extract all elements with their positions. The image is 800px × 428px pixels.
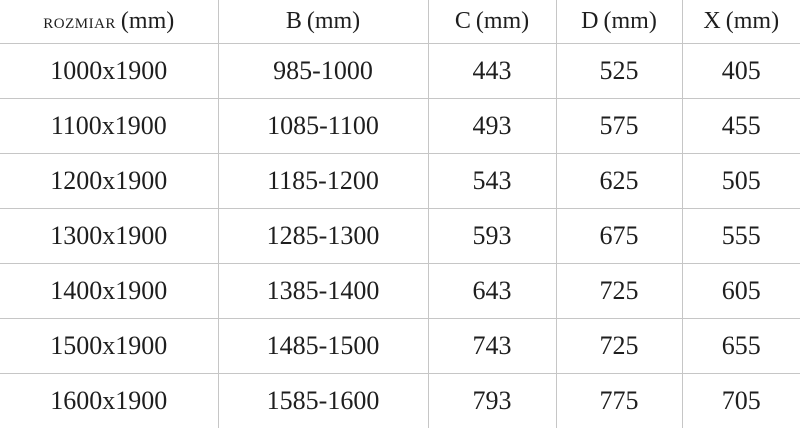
cell-c: 793	[428, 373, 557, 428]
cell-x: 705	[721, 385, 761, 415]
column-unit: (mm)	[603, 7, 657, 34]
table-row: 1500x1900 1485-1500 743 725 655	[0, 318, 800, 374]
column-unit: (mm)	[306, 7, 361, 34]
cell-rozmiar: 1000x1900	[0, 43, 219, 99]
cell-b: 1285-1300	[218, 208, 429, 264]
column-label: B	[285, 7, 302, 34]
column-unit: (mm)	[120, 7, 175, 34]
cell-d: 725	[556, 263, 683, 319]
cell-d: 625	[556, 153, 683, 209]
cell-rozmiar: 1100x1900	[0, 98, 219, 154]
table-row: 1200x1900 1185-1200 543 625 505	[0, 153, 800, 209]
cell-d: 725	[556, 318, 683, 374]
cell-c: 743	[428, 318, 557, 374]
column-header-c: C (mm)	[428, 0, 557, 44]
cell-x: 455	[682, 98, 800, 154]
column-label: ROZMIAR	[43, 15, 116, 32]
cell-rozmiar: 1500x1900	[0, 318, 219, 374]
cell-x: 505	[682, 153, 800, 209]
table-row: 1400x1900 1385-1400 643 725 605	[0, 263, 800, 319]
cell-d: 675	[556, 208, 683, 264]
cell-c: 593	[428, 208, 557, 264]
column-header-b: B (mm)	[218, 0, 429, 44]
cell-x: 555	[682, 208, 800, 264]
cell-rozmiar: 1600x1900	[0, 373, 219, 428]
cell-b: 1385-1400	[218, 263, 429, 319]
column-unit: (mm)	[725, 7, 780, 34]
column-label: D	[581, 7, 599, 34]
cell-c: 493	[428, 98, 557, 154]
table-row: 1000x1900 985-1000 443 525 405	[0, 43, 800, 99]
cell-b: 1085-1100	[218, 98, 429, 154]
column-unit: (mm)	[475, 7, 530, 34]
cell-c: 543	[428, 153, 557, 209]
column-label: X	[703, 7, 721, 34]
cell-x: 655	[682, 318, 800, 374]
table-row: 1600x1900 1585-1600 793 775 705	[0, 373, 800, 428]
table-header: ROZMIAR (mm) B (mm) C (mm) D (mm) X (mm)	[0, 0, 800, 44]
column-label: C	[454, 7, 471, 34]
table-body: 1000x1900 985-1000 443 525 405 1100x1900…	[0, 43, 800, 428]
table-row: 1300x1900 1285-1300 593 675 555	[0, 208, 800, 264]
cell-b: 985-1000	[218, 43, 429, 99]
column-header-x: X (mm)	[682, 0, 800, 44]
cell-b: 1185-1200	[218, 153, 429, 209]
header-row: ROZMIAR (mm) B (mm) C (mm) D (mm) X (mm)	[0, 0, 800, 44]
cell-d: 525	[556, 43, 683, 99]
cell-d: 575	[556, 98, 683, 154]
cell-c: 443	[428, 43, 557, 99]
cell-c: 643	[428, 263, 557, 319]
column-header-d: D (mm)	[556, 0, 683, 44]
cell-x: 405	[682, 43, 800, 99]
cell-b: 1485-1500	[218, 318, 429, 374]
cell-rozmiar: 1200x1900	[0, 153, 219, 209]
cell-rozmiar: 1400x1900	[0, 263, 219, 319]
table-row: 1100x1900 1085-1100 493 575 455	[0, 98, 800, 154]
cell-x: 605	[682, 263, 800, 319]
column-header-rozmiar: ROZMIAR (mm)	[0, 0, 219, 44]
cell-rozmiar: 1300x1900	[0, 208, 219, 264]
cell-d: 775	[556, 373, 683, 428]
cell-b: 1585-1600	[218, 373, 429, 428]
